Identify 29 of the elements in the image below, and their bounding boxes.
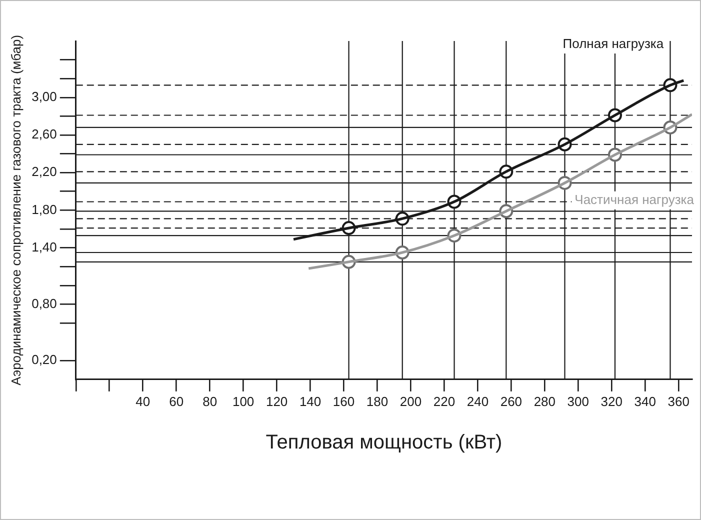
- x-tick-label: 220: [433, 394, 456, 409]
- line-series: [307, 113, 692, 270]
- x-tick-label: 80: [202, 394, 218, 409]
- x-tick-label: 140: [299, 394, 322, 409]
- x-tick-label: 100: [232, 394, 254, 409]
- x-tick-label: 160: [332, 394, 355, 409]
- text: Полная нагрузка: [562, 36, 664, 52]
- x-tick-label: 260: [500, 394, 522, 409]
- x-axis-title: Тепловая мощность (кВт): [266, 432, 502, 454]
- y-tick-label: 0,80: [32, 296, 57, 311]
- y-tick-label: 3,00: [32, 88, 57, 104]
- x-tick-label: 200: [400, 394, 422, 409]
- x-tick-label: 240: [466, 394, 489, 409]
- y-tick-label: 2,20: [32, 164, 57, 180]
- y-tick-label: 1,80: [32, 202, 57, 217]
- y-axis-title: Аэродинамическое сопротивление газового тракта (мбар): [8, 34, 24, 386]
- y-tick-label: 0,20: [32, 352, 57, 368]
- series-label: Частичная нагрузка: [574, 192, 695, 207]
- x-tick-label: 360: [668, 394, 690, 409]
- x-tick-label: 340: [634, 394, 656, 409]
- x-tick-label: 40: [136, 394, 150, 409]
- x-tick-label: 280: [534, 394, 556, 409]
- x-tick-label: 180: [366, 394, 388, 409]
- y-tick-label: 2,60: [32, 126, 57, 142]
- x-tick-label: 320: [600, 394, 622, 409]
- x-tick-label: 60: [169, 394, 184, 409]
- y-tick-label: 1,40: [32, 239, 57, 254]
- x-tick-label: 300: [567, 394, 590, 409]
- x-tick-label: 120: [266, 394, 288, 409]
